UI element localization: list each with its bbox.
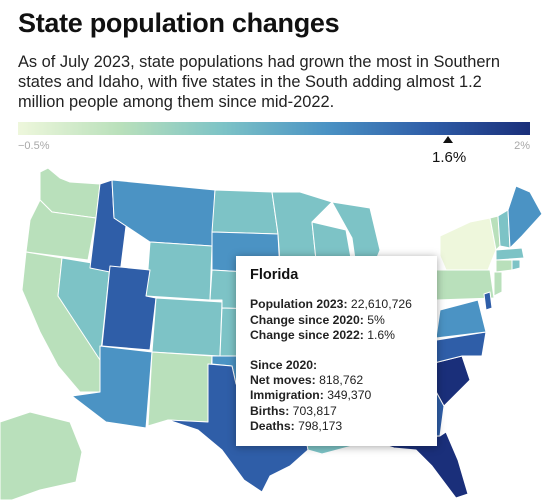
tooltip-change-2022-value: 1.6% (367, 328, 395, 343)
legend-min-label: −0.5% (18, 140, 50, 152)
tooltip-immigration-row: Immigration: 349,370 (250, 388, 372, 403)
tooltip-births-label: Births (250, 403, 286, 418)
state-massachusetts[interactable] (495, 247, 525, 261)
tooltip-population-label: Population 2023 (250, 297, 344, 312)
tooltip-population-row: Population 2023: 22,610,726 (250, 297, 412, 312)
tooltip-immigration-label: Immigration (250, 388, 320, 403)
state-oregon[interactable] (25, 199, 97, 261)
state-colorado[interactable] (151, 297, 223, 357)
state-delaware[interactable] (483, 291, 493, 311)
legend-marker-triangle (443, 136, 453, 143)
state-north-dakota[interactable] (211, 189, 279, 235)
tooltip-births-value: 703,817 (292, 403, 337, 418)
legend-gradient-bar (18, 122, 530, 135)
legend-marker-value: 1.6% (430, 149, 469, 166)
tooltip-net-moves-row: Net moves: 818,762 (250, 373, 364, 388)
tooltip-change-2022-row: Change since 2022: 1.6% (250, 328, 395, 343)
state-alaska[interactable] (0, 411, 83, 500)
tooltip-deaths-value: 798,173 (298, 419, 343, 434)
tooltip-births-row: Births: 703,817 (250, 403, 337, 418)
tooltip-change-2022-label: Change since 2022 (250, 328, 360, 343)
state-new-york[interactable] (439, 217, 497, 271)
tooltip-immigration-value: 349,370 (327, 388, 372, 403)
state-new-jersey[interactable] (493, 271, 503, 297)
tooltip-state-name: Florida (250, 267, 299, 283)
legend-max-label: 2% (514, 140, 530, 152)
color-legend: −0.5% 2% 1.6% (18, 122, 530, 168)
tooltip-deaths-row: Deaths: 798,173 (250, 419, 343, 434)
state-connecticut[interactable] (495, 259, 513, 273)
state-maine[interactable] (507, 185, 543, 249)
state-virginia[interactable] (435, 299, 487, 339)
state-rhode-island[interactable] (511, 259, 521, 271)
map-title: State population changes (18, 8, 340, 38)
tooltip-change-2020-label: Change since 2020 (250, 312, 360, 327)
tooltip-net-moves-value: 818,762 (319, 373, 364, 388)
tooltip-change-2020-value: 5% (367, 312, 385, 327)
tooltip-since-heading: Since 2020: (250, 357, 318, 372)
map-subtitle: As of July 2023, state populations had g… (18, 53, 501, 111)
tooltip-population-value: 22,610,726 (350, 297, 412, 312)
state-montana[interactable] (111, 179, 216, 247)
tooltip-change-2020-row: Change since 2020: 5% (250, 312, 385, 327)
tooltip-deaths-label: Deaths (250, 419, 291, 434)
state-florida[interactable] (369, 431, 469, 499)
state-utah[interactable] (101, 265, 157, 351)
state-new-mexico[interactable] (147, 351, 213, 427)
state-tooltip: Florida Population 2023: 22,610,726 Chan… (236, 256, 437, 446)
state-wyoming[interactable] (145, 241, 213, 301)
tooltip-net-moves-label: Net moves (250, 373, 312, 388)
